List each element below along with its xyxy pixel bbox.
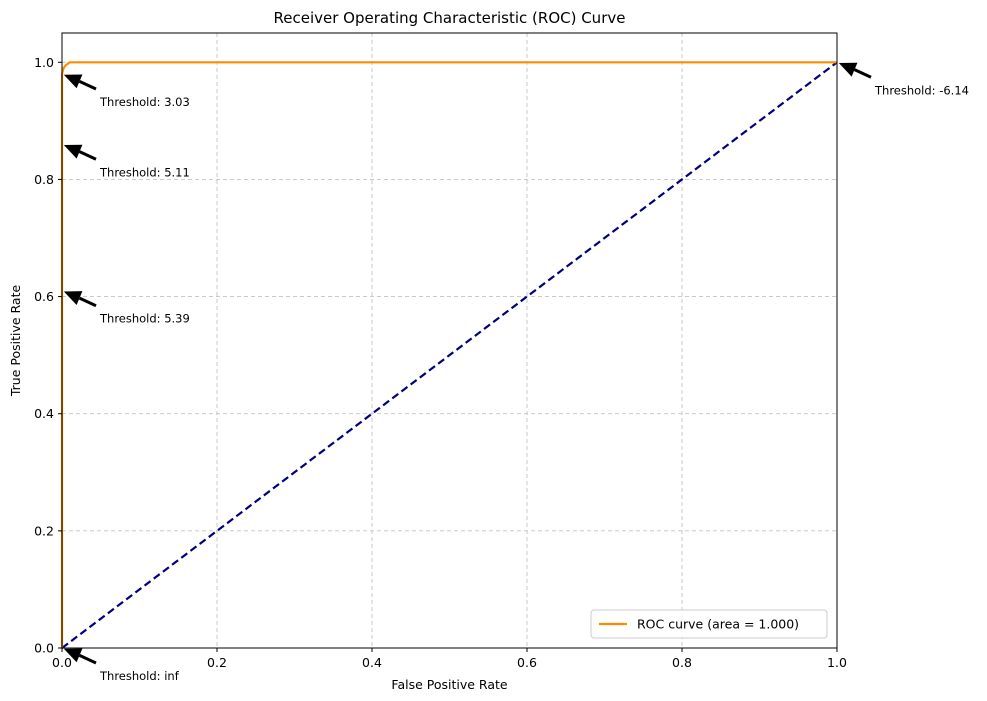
- annotation-arrow-shaft-1: [78, 150, 97, 161]
- x-tick-label-0: 0.0: [52, 655, 72, 670]
- annotation-3: Threshold: inf: [63, 648, 180, 683]
- series-layer: [60, 61, 838, 649]
- grid: [61, 33, 838, 649]
- x-tick-label-4: 0.8: [672, 655, 692, 670]
- legend-label-roc: ROC curve (area = 1.000): [637, 617, 799, 632]
- y-tick-label-0: 0.0: [34, 641, 54, 656]
- legend: ROC curve (area = 1.000): [590, 609, 828, 639]
- chance-diagonal-line: [61, 61, 838, 649]
- annotation-label-4: Threshold: -6.14: [874, 83, 969, 97]
- x-axis-label: False Positive Rate: [391, 677, 507, 692]
- y-tick-label-4: 0.8: [34, 172, 54, 187]
- annotation-label-2: Threshold: 5.39: [99, 312, 190, 326]
- annotation-arrow-head-1: [63, 144, 83, 159]
- annotation-2: Threshold: 5.39: [63, 291, 190, 326]
- annotation-4: Threshold: -6.14: [838, 62, 969, 97]
- annotation-label-3: Threshold: inf: [99, 669, 180, 683]
- annotation-arrow-shaft-0: [78, 80, 97, 91]
- y-tick-label-5: 1.0: [34, 55, 54, 70]
- x-tick-label-1: 0.2: [207, 655, 227, 670]
- x-tick-label-5: 1.0: [827, 655, 847, 670]
- y-axis-label: True Positive Rate: [8, 285, 23, 398]
- annotation-arrow-shaft-4: [853, 68, 872, 79]
- y-tick-label-3: 0.6: [34, 289, 54, 304]
- annotation-label-1: Threshold: 5.11: [99, 165, 190, 179]
- annotations: Threshold: 3.03 Threshold: 5.11 Threshold:…: [63, 62, 969, 683]
- x-axis: 0.0 0.2 0.4 0.6 0.8 1.0: [52, 648, 847, 670]
- x-tick-label-3: 0.6: [517, 655, 537, 670]
- annotation-arrow-head-0: [63, 74, 83, 89]
- chart-title: Receiver Operating Characteristic (ROC) …: [274, 9, 626, 27]
- annotation-1: Threshold: 5.11: [63, 144, 190, 179]
- plot-frame: [61, 32, 838, 649]
- y-tick-label-2: 0.4: [34, 406, 54, 421]
- x-tick-label-2: 0.4: [362, 655, 382, 670]
- annotation-label-0: Threshold: 3.03: [99, 95, 190, 109]
- annotation-arrow-head-2: [63, 291, 83, 305]
- annotation-0: Threshold: 3.03: [63, 74, 190, 109]
- y-axis: 0.0 0.2 0.4 0.6 0.8 1.0: [34, 55, 62, 656]
- legend-box: [590, 609, 828, 639]
- annotation-arrow-head-3: [63, 648, 83, 663]
- annotation-arrow-head-4: [838, 62, 858, 77]
- annotation-arrow-shaft-2: [78, 296, 97, 308]
- y-tick-label-1: 0.2: [34, 523, 54, 538]
- annotation-arrow-shaft-3: [78, 654, 97, 665]
